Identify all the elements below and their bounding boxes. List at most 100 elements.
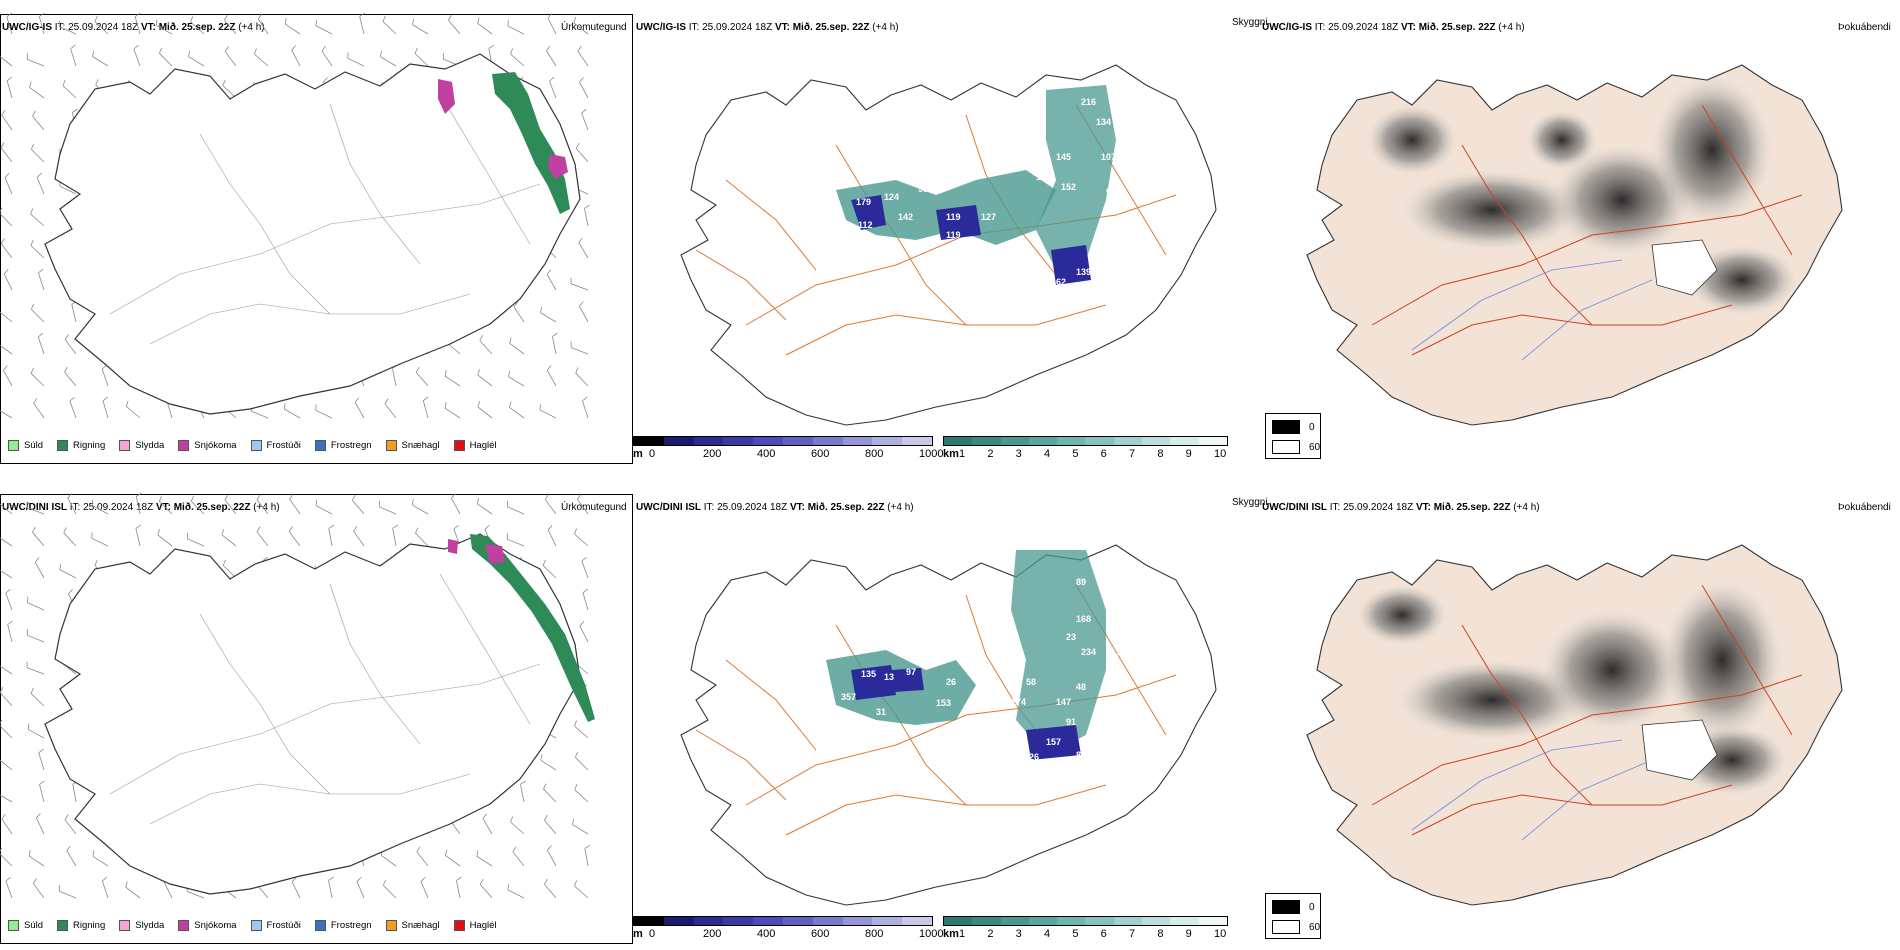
colorbar-segment (1057, 917, 1086, 925)
legend-item: Rigning (57, 440, 105, 451)
visibility-value-label: 114 (1091, 297, 1106, 307)
wind-barb (222, 85, 237, 99)
wind-barb-feather (572, 818, 575, 825)
colorbar-segment (1142, 917, 1171, 925)
fog-legend-item: 0 (1272, 900, 1315, 914)
wind-barb-feather (520, 780, 526, 785)
visibility-teal-area-2 (1036, 85, 1116, 270)
wind-barb (584, 848, 589, 867)
wind-barb (0, 410, 13, 419)
wind-barb (577, 50, 589, 67)
wind-barb-feather (509, 401, 512, 408)
colorbar-segment (1057, 437, 1086, 445)
colorbar-segment (634, 437, 664, 445)
visibility-teal-area-2 (1011, 550, 1106, 755)
legend-label: Snæhagl (401, 920, 440, 931)
visibility-value-label: 168 (1076, 614, 1091, 624)
colorbar-segment (972, 437, 1001, 445)
legend-label: Frostregn (330, 440, 372, 451)
colorbar-unit: km (943, 448, 959, 460)
wind-barb-feather (584, 844, 591, 849)
colorbar-tick-label: 6 (1100, 928, 1107, 940)
wind-barb-feather (30, 239, 34, 246)
wind-barb-feather (64, 334, 69, 340)
wind-barb-feather (546, 45, 551, 51)
visibility-value-label: 23 (1066, 632, 1076, 642)
wind-barb-feather (155, 19, 158, 26)
wind-barb (544, 819, 557, 835)
fog-map (1306, 544, 1843, 906)
wind-barb (284, 23, 301, 35)
colorbar-tick-label: 800 (865, 928, 884, 940)
wind-barb (71, 304, 77, 323)
iceland-outline (44, 53, 581, 415)
lead-time: (+4 h) (235, 22, 265, 33)
wind-barb (26, 667, 45, 675)
wind-barb (69, 400, 77, 419)
wind-barb-feather (64, 814, 69, 820)
init-time: IT: 25.09.2024 18Z (686, 22, 775, 33)
visibility-blue-area-2 (936, 205, 981, 240)
wind-barb-feather (291, 45, 296, 51)
wind-barb (4, 177, 13, 195)
wind-barb-feather (125, 400, 129, 407)
colorbar-segment (1198, 437, 1227, 445)
wind-barb-feather (507, 20, 509, 27)
wind-barb (0, 243, 13, 259)
wind-barb-feather (577, 45, 582, 52)
visibility-panel-title: UWC/IG-IS IT: 25.09.2024 18Z VT: Mið. 25… (636, 22, 899, 33)
wind-barb-feather (510, 48, 514, 55)
colorbar-segment (1113, 437, 1143, 445)
wind-barb-feather (578, 237, 583, 243)
wind-barb-feather (0, 207, 3, 213)
visibility-value-label: 65 (1116, 122, 1126, 132)
wind-barb-feather (579, 301, 584, 307)
wind-barb-feather (444, 402, 447, 409)
model-name: UWC/DINI ISL (2, 502, 67, 513)
lead-time: (+4 h) (1495, 22, 1525, 33)
wind-barb-feather (315, 19, 318, 26)
valid-time: Mið. 25.sep. 22Z (789, 22, 870, 33)
legend-swatch-drizzle (8, 440, 19, 451)
wind-barb-feather (256, 494, 261, 500)
visibility-value-label: 31 (876, 707, 886, 717)
colorbar-tick-label: 600 (811, 928, 830, 940)
wind-barb-feather (59, 563, 62, 570)
colorbar-tick-label: 200 (703, 448, 722, 460)
precip-type-panel-frame (0, 14, 633, 464)
wind-barb-feather (476, 497, 479, 504)
wind-barb (102, 400, 109, 419)
legend-label: Frostúði (266, 920, 301, 931)
wind-barb (0, 537, 13, 547)
fog-panel-title: UWC/DINI ISL IT: 25.09.2024 18Z VT: Mið.… (1262, 502, 1540, 513)
colorbar-tick-label: 400 (757, 448, 776, 460)
snow-area-2 (548, 154, 568, 179)
wind-barb (582, 400, 589, 419)
fog-swatch-white (1272, 920, 1300, 934)
wind-barb-feather (456, 876, 462, 881)
wind-barb-feather (507, 883, 509, 890)
wind-barb (539, 409, 557, 419)
legend-swatch-graupel (385, 920, 397, 931)
legend-label: Súld (24, 920, 44, 931)
visibility-value-label: 357 (841, 692, 856, 702)
wind-barb (575, 756, 589, 771)
wind-barb-feather (28, 850, 31, 857)
valid-time: Mið. 25.sep. 22Z (1430, 502, 1511, 513)
precip-type-panel-frame (0, 494, 633, 944)
colorbar-tick-label: 1 (959, 448, 966, 460)
colorbar-segment (902, 437, 932, 445)
legend-item: Rigning (57, 920, 105, 931)
wind-barb-feather (224, 494, 229, 500)
wind-barb-feather (36, 813, 41, 818)
wind-barb-feather (448, 14, 452, 21)
wind-barb-feather (488, 44, 495, 49)
valid-time-label: VT: (140, 22, 156, 33)
wind-barb (284, 408, 301, 419)
rain-area (470, 534, 595, 722)
legend-swatch-sleet (119, 440, 131, 451)
colorbar-segment (663, 917, 694, 925)
legend-item: Snæhagl (385, 440, 440, 451)
wind-barb-feather (30, 303, 35, 310)
visibility-value-label: 139 (1076, 267, 1091, 277)
